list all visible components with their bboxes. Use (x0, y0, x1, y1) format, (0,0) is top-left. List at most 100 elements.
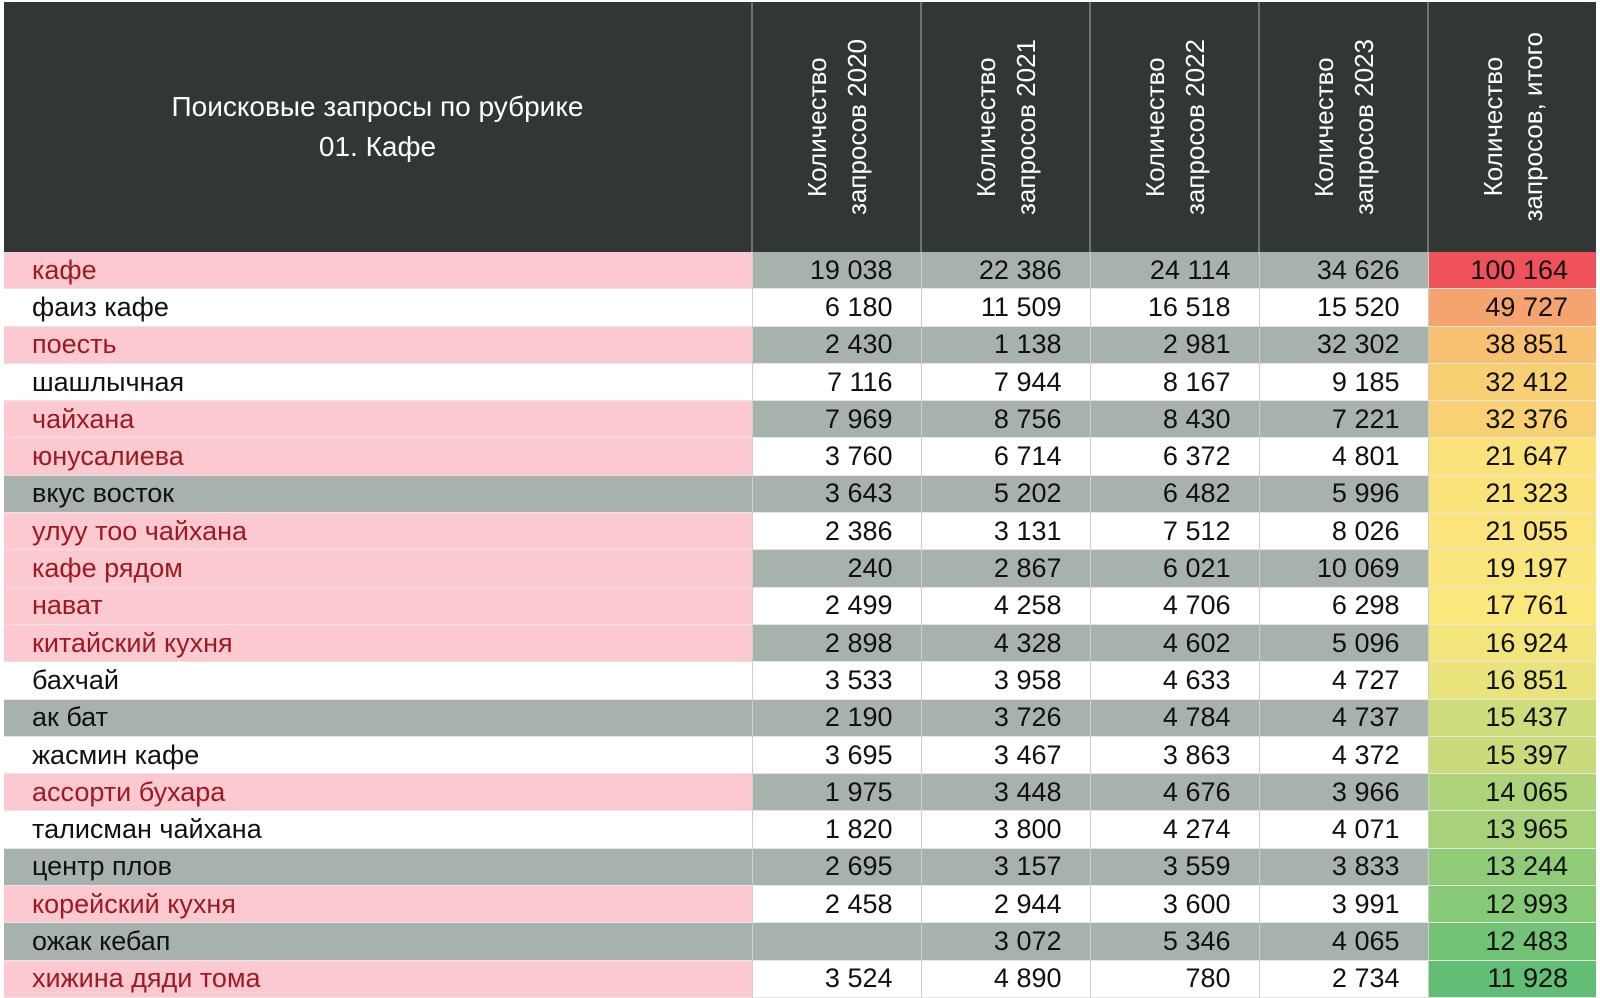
count-2021-cell: 22 386 (920, 252, 1090, 289)
count-2021-cell: 4 258 (920, 587, 1090, 625)
count-2022-cell: 24 114 (1089, 252, 1259, 289)
count-2022-cell: 8 167 (1089, 363, 1259, 401)
keyword-cell: хижина дяди тома (4, 960, 752, 998)
count-2020-cell: 19 038 (751, 252, 921, 289)
count-2021-cell: 7 944 (920, 363, 1090, 401)
count-2021-cell: 4 890 (920, 960, 1090, 998)
count-2020-cell: 3 533 (751, 661, 921, 700)
count-2021-cell: 3 448 (920, 773, 1090, 811)
count-2023-cell: 4 737 (1258, 699, 1428, 737)
keyword-cell: жасмин кафе (4, 736, 752, 774)
count-2022-cell: 780 (1089, 960, 1259, 998)
count-total-cell: 12 483 (1427, 922, 1596, 961)
header-2022-line2: запросов 2022 (1179, 38, 1210, 215)
table-row: ассорти бухара 1 975 3 448 4 676 3 966 14 065 (4, 773, 1596, 811)
count-2022-cell: 4 676 (1089, 773, 1259, 811)
table-row: корейский кухня 2 458 2 944 3 600 3 991 12 99… (4, 885, 1596, 923)
count-2020-cell: 1 975 (751, 773, 921, 811)
count-2023-cell: 2 734 (1258, 960, 1428, 998)
count-2020-cell: 240 (751, 549, 921, 588)
keyword-cell: ак бат (4, 699, 752, 737)
count-2020-cell: 3 695 (751, 736, 921, 774)
table-row: китайский кухня 2 898 4 328 4 602 5 096 16 92… (4, 624, 1596, 662)
count-2021-cell: 3 800 (920, 810, 1090, 849)
count-2023-cell: 8 026 (1258, 512, 1428, 550)
table-row: поесть 2 430 1 138 2 981 32 302 38 851 (4, 326, 1596, 364)
count-total-cell: 19 197 (1427, 549, 1596, 588)
count-total-cell: 38 851 (1427, 326, 1596, 364)
header-total-line1: Количество (1477, 57, 1508, 197)
count-2023-cell: 4 372 (1258, 736, 1428, 774)
table-row: улуу тоо чайхана 2 386 3 131 7 512 8 026 21 0… (4, 512, 1596, 550)
count-total-cell: 32 412 (1427, 363, 1596, 401)
table-row: фаиз кафе 6 180 11 509 16 518 15 520 49 727 (4, 288, 1596, 327)
keyword-cell: юнусалиева (4, 437, 752, 476)
table-row: ожак кебап 3 072 5 346 4 065 12 483 (4, 922, 1596, 961)
count-total-cell: 100 164 (1427, 252, 1596, 289)
keyword-cell: ассорти бухара (4, 773, 752, 811)
keyword-cell: шашлычная (4, 363, 752, 401)
count-total-cell: 16 851 (1427, 661, 1596, 700)
table-row: чайхана 7 969 8 756 8 430 7 221 32 376 (4, 400, 1596, 438)
header-2021-line1: Количество (970, 57, 1001, 197)
count-2020-cell: 2 695 (751, 848, 921, 886)
count-2023-cell: 4 801 (1258, 437, 1428, 476)
header-total-line2: запросов, итого (1517, 32, 1548, 222)
keyword-cell: кафе (4, 252, 752, 289)
header-keyword: Поисковые запросы по рубрике 01. Кафе (4, 2, 753, 252)
count-total-cell: 21 055 (1427, 512, 1596, 550)
count-2022-cell: 16 518 (1089, 288, 1259, 327)
count-2023-cell: 10 069 (1258, 549, 1428, 588)
header-2021: Количество запросов 2021 (921, 2, 1091, 252)
count-2023-cell: 9 185 (1258, 363, 1428, 401)
count-2023-cell: 7 221 (1258, 400, 1428, 438)
count-total-cell: 12 993 (1427, 885, 1596, 923)
keyword-cell: улуу тоо чайхана (4, 512, 752, 550)
count-2023-cell: 15 520 (1258, 288, 1428, 327)
count-2020-cell: 1 820 (751, 810, 921, 849)
header-2022-line1: Количество (1139, 57, 1170, 197)
count-2022-cell: 6 482 (1089, 475, 1259, 513)
search-queries-table-container: Поисковые запросы по рубрике 01. Кафе Ко… (4, 2, 1596, 998)
count-2022-cell: 3 863 (1089, 736, 1259, 774)
count-2021-cell: 6 714 (920, 437, 1090, 476)
table-row: нават 2 499 4 258 4 706 6 298 17 761 (4, 587, 1596, 625)
count-2023-cell: 3 991 (1258, 885, 1428, 923)
search-queries-table: Поисковые запросы по рубрике 01. Кафе Ко… (4, 2, 1596, 998)
count-total-cell: 14 065 (1427, 773, 1596, 811)
count-2022-cell: 3 600 (1089, 885, 1259, 923)
count-2020-cell (751, 922, 921, 961)
count-2020-cell: 2 190 (751, 699, 921, 737)
keyword-cell: корейский кухня (4, 885, 752, 923)
table-row: кафе рядом 240 2 867 6 021 10 069 19 197 (4, 549, 1596, 588)
header-2020: Количество запросов 2020 (752, 2, 922, 252)
count-2021-cell: 8 756 (920, 400, 1090, 438)
count-2022-cell: 4 274 (1089, 810, 1259, 849)
count-2022-cell: 4 706 (1089, 587, 1259, 625)
header-total: Количество запросов, итого (1428, 2, 1596, 252)
count-2022-cell: 5 346 (1089, 922, 1259, 961)
count-total-cell: 13 965 (1427, 810, 1596, 849)
count-total-cell: 32 376 (1427, 400, 1596, 438)
count-2020-cell: 2 458 (751, 885, 921, 923)
count-2022-cell: 3 559 (1089, 848, 1259, 886)
table-row: центр плов 2 695 3 157 3 559 3 833 13 244 (4, 848, 1596, 886)
table-row: вкус восток 3 643 5 202 6 482 5 996 21 323 (4, 475, 1596, 513)
count-2023-cell: 32 302 (1258, 326, 1428, 364)
keyword-cell: фаиз кафе (4, 288, 752, 327)
keyword-cell: ожак кебап (4, 922, 752, 961)
count-total-cell: 21 323 (1427, 475, 1596, 513)
header-2021-line2: запросов 2021 (1010, 38, 1041, 215)
count-total-cell: 17 761 (1427, 587, 1596, 625)
count-2022-cell: 4 784 (1089, 699, 1259, 737)
table-row: талисман чайхана 1 820 3 800 4 274 4 071 13 9… (4, 810, 1596, 849)
table-header-row: Поисковые запросы по рубрике 01. Кафе Ко… (4, 2, 1596, 252)
count-2023-cell: 4 727 (1258, 661, 1428, 700)
count-2021-cell: 2 944 (920, 885, 1090, 923)
count-2022-cell: 8 430 (1089, 400, 1259, 438)
header-2023: Количество запросов 2023 (1259, 2, 1429, 252)
keyword-cell: поесть (4, 326, 752, 364)
count-2020-cell: 7 116 (751, 363, 921, 401)
keyword-cell: вкус восток (4, 475, 752, 513)
keyword-cell: кафе рядом (4, 549, 752, 588)
